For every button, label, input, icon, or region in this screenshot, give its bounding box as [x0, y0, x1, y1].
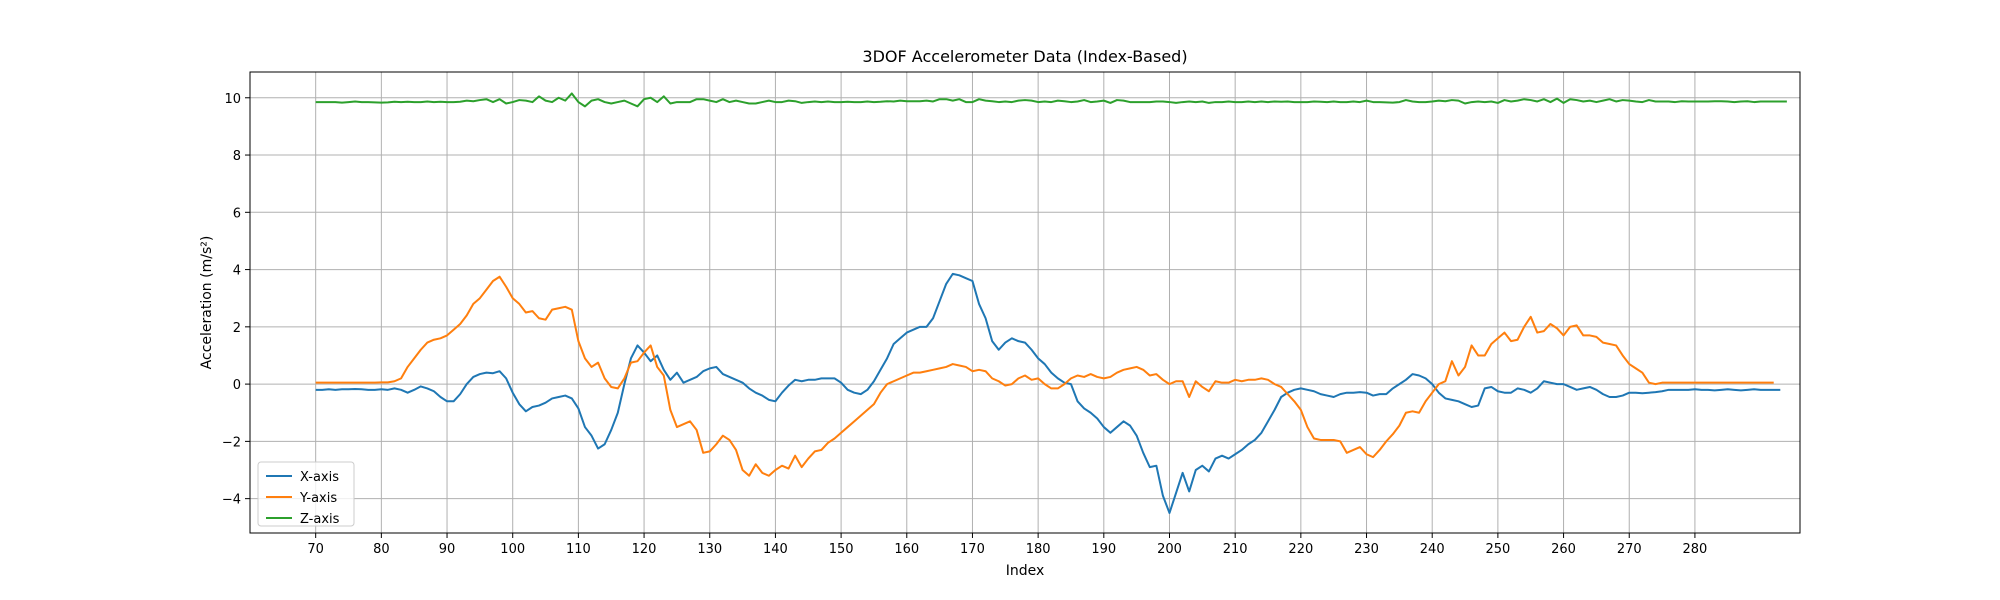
x-tick-label: 210 — [1223, 542, 1248, 557]
x-axis-label: Index — [1006, 563, 1045, 579]
x-tick-label: 70 — [307, 542, 324, 557]
y-axis-label: Acceleration (m/s²) — [199, 236, 215, 370]
grid-layer — [250, 72, 1800, 533]
y-tick-label: 0 — [233, 378, 241, 393]
x-tick-label: 130 — [697, 542, 722, 557]
x-tick-label: 200 — [1157, 542, 1182, 557]
x-tick-label: 190 — [1091, 542, 1116, 557]
x-tick-label: 240 — [1420, 542, 1445, 557]
x-tick-label: 280 — [1683, 542, 1708, 557]
x-tick-label: 150 — [829, 542, 854, 557]
y-tick-label: 10 — [224, 92, 241, 107]
z-axis-series-line — [315, 92, 1787, 108]
y-tick-label: −2 — [222, 435, 241, 450]
x-tick-label: 120 — [632, 542, 657, 557]
x-tick-label: 100 — [500, 542, 525, 557]
chart-title: 3DOF Accelerometer Data (Index-Based) — [862, 47, 1187, 66]
x-tick-label: 170 — [960, 542, 985, 557]
x-tick-label: 140 — [763, 542, 788, 557]
x-tick-label: 80 — [373, 542, 390, 557]
series-layer — [315, 92, 1787, 514]
x-tick-label: 270 — [1617, 542, 1642, 557]
y-tick-label: 4 — [233, 264, 241, 279]
x-tick-label: 110 — [566, 542, 591, 557]
legend-box — [257, 461, 355, 527]
y-tick-label: 6 — [233, 206, 241, 221]
x-tick-label: 180 — [1026, 542, 1051, 557]
x-tick-label: 220 — [1288, 542, 1313, 557]
x-tick-label: 230 — [1354, 542, 1379, 557]
y-axis-series-line — [315, 275, 1774, 477]
x-tick-label: 250 — [1485, 542, 1510, 557]
plot-frame — [249, 71, 1801, 534]
x-axis-series-line — [315, 272, 1781, 514]
y-tick-label: −4 — [222, 493, 241, 508]
x-tick-label: 260 — [1551, 542, 1576, 557]
legend-label-x-axis: X-axis — [300, 470, 339, 485]
legend: X-axis Y-axis Z-axis — [257, 461, 355, 527]
tick-layer: 70 80 90 100 110 120 130 140 150 160 170 180 190 200 2… — [222, 92, 1708, 557]
x-tick-label: 160 — [894, 542, 919, 557]
y-tick-label: 2 — [233, 321, 241, 336]
legend-label-z-axis: Z-axis — [300, 512, 340, 527]
x-tick-label: 90 — [439, 542, 456, 557]
legend-label-y-axis: Y-axis — [299, 491, 337, 506]
y-tick-label: 8 — [233, 149, 241, 164]
